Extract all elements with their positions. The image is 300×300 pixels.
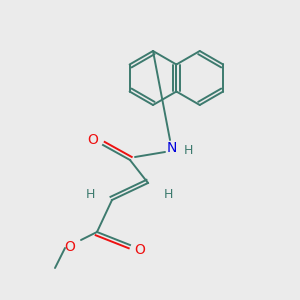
- Text: O: O: [135, 243, 146, 257]
- Text: O: O: [88, 133, 98, 147]
- Text: H: H: [183, 145, 193, 158]
- Text: O: O: [64, 240, 75, 254]
- Text: N: N: [167, 141, 177, 155]
- Text: H: H: [85, 188, 95, 202]
- Text: H: H: [163, 188, 173, 202]
